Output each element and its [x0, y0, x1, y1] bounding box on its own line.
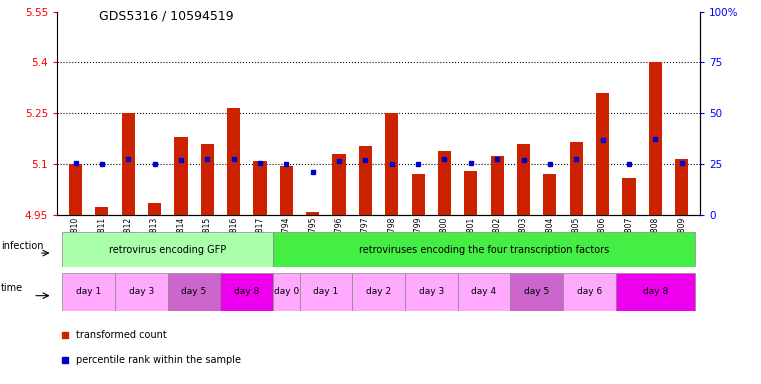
- Bar: [543, 174, 556, 215]
- Bar: [405, 273, 457, 311]
- Bar: [491, 156, 504, 215]
- Bar: [253, 161, 266, 215]
- Bar: [511, 273, 563, 311]
- Bar: [622, 178, 635, 215]
- Bar: [62, 232, 273, 267]
- Bar: [464, 171, 477, 215]
- Bar: [300, 273, 352, 311]
- Bar: [517, 144, 530, 215]
- Text: GDS5316 / 10594519: GDS5316 / 10594519: [99, 10, 234, 23]
- Text: day 4: day 4: [472, 287, 497, 296]
- Text: day 3: day 3: [419, 287, 444, 296]
- Text: day 1: day 1: [314, 287, 339, 296]
- Bar: [675, 159, 688, 215]
- Bar: [438, 151, 451, 215]
- Bar: [148, 203, 161, 215]
- Text: day 0: day 0: [274, 287, 299, 296]
- Text: transformed count: transformed count: [76, 330, 167, 340]
- Bar: [201, 144, 214, 215]
- Bar: [280, 166, 293, 215]
- Bar: [167, 273, 221, 311]
- Bar: [273, 273, 300, 311]
- Text: day 5: day 5: [181, 287, 207, 296]
- Bar: [122, 113, 135, 215]
- Text: infection: infection: [2, 241, 43, 251]
- Bar: [648, 62, 662, 215]
- Bar: [174, 137, 187, 215]
- Bar: [570, 142, 583, 215]
- Text: day 6: day 6: [577, 287, 602, 296]
- Bar: [69, 164, 82, 215]
- Bar: [412, 174, 425, 215]
- Bar: [359, 146, 372, 215]
- Bar: [563, 273, 616, 311]
- Text: time: time: [2, 283, 24, 293]
- Bar: [385, 113, 398, 215]
- Text: day 3: day 3: [129, 287, 154, 296]
- Bar: [115, 273, 167, 311]
- Text: percentile rank within the sample: percentile rank within the sample: [76, 355, 241, 365]
- Bar: [95, 207, 109, 215]
- Bar: [62, 273, 115, 311]
- Text: day 1: day 1: [76, 287, 101, 296]
- Bar: [306, 212, 320, 215]
- Bar: [333, 154, 345, 215]
- Text: retroviruses encoding the four transcription factors: retroviruses encoding the four transcrip…: [359, 245, 609, 255]
- Bar: [227, 108, 240, 215]
- Text: retrovirus encoding GFP: retrovirus encoding GFP: [109, 245, 226, 255]
- Text: day 5: day 5: [524, 287, 549, 296]
- Text: day 2: day 2: [366, 287, 391, 296]
- Text: day 8: day 8: [643, 287, 668, 296]
- Bar: [221, 273, 273, 311]
- Bar: [596, 93, 610, 215]
- Text: day 8: day 8: [234, 287, 260, 296]
- Bar: [273, 232, 695, 267]
- Bar: [352, 273, 405, 311]
- Bar: [616, 273, 695, 311]
- Bar: [457, 273, 511, 311]
